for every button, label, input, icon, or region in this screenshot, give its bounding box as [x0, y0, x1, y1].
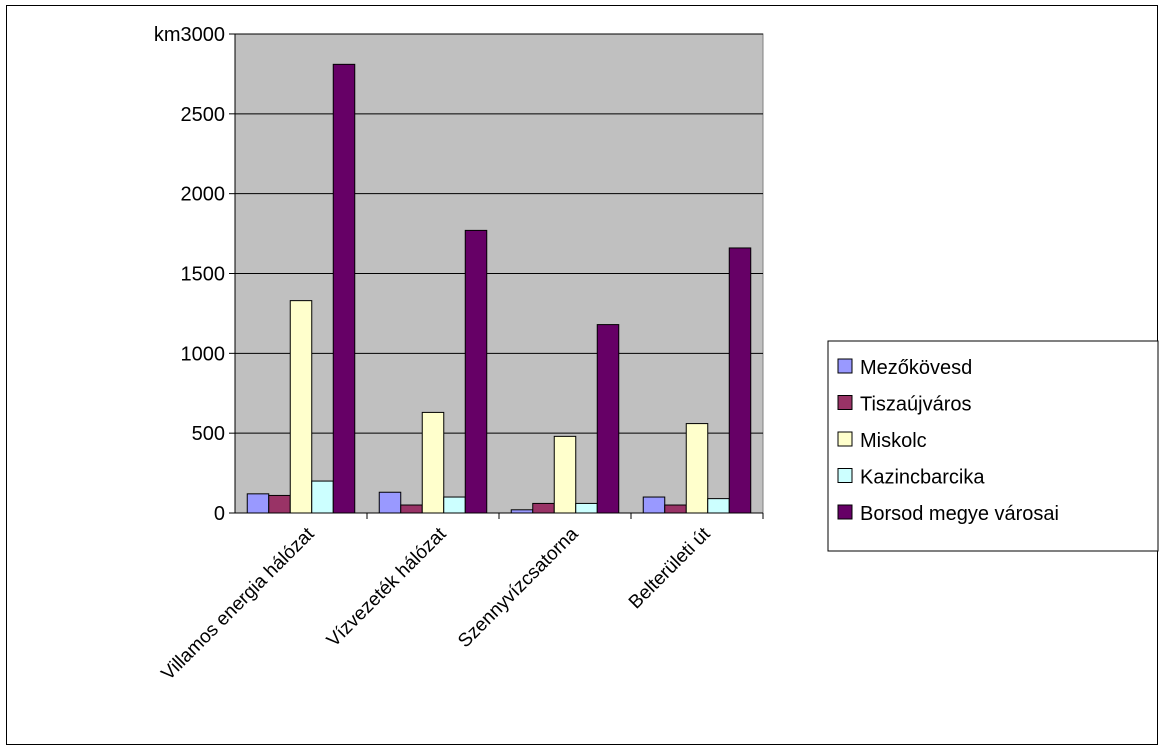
- bar: [246, 493, 270, 514]
- bar: [575, 502, 598, 514]
- bar: [378, 491, 402, 514]
- bar: [642, 496, 666, 514]
- y-tick-label: 500: [192, 423, 225, 445]
- bar: [510, 509, 534, 514]
- x-tick-label: Belterületi út: [625, 523, 715, 613]
- bar: [685, 423, 709, 514]
- legend-swatch: [837, 468, 853, 483]
- bar: [289, 300, 313, 514]
- bar: [268, 494, 291, 514]
- x-tick-label: Villamos energia hálózat: [158, 523, 319, 684]
- y-tick-label: 1500: [181, 264, 226, 286]
- bar: [311, 480, 334, 514]
- y-tick-label: km3000: [154, 24, 225, 46]
- bar: [532, 502, 555, 514]
- bar: [421, 411, 445, 514]
- bar: [728, 247, 752, 514]
- x-tick-label: Vízvezeték hálózat: [323, 523, 451, 651]
- y-tick-label: 1000: [181, 343, 226, 365]
- legend: [827, 340, 1159, 552]
- legend-label: Kazincbarcika: [860, 467, 985, 489]
- bar: [400, 504, 423, 514]
- bar: [553, 435, 577, 514]
- y-tick-label: 2000: [181, 184, 226, 206]
- legend-label: Miskolc: [860, 430, 927, 452]
- bar: [664, 504, 687, 514]
- legend-swatch: [837, 395, 853, 410]
- legend-swatch: [837, 358, 853, 374]
- bar: [464, 229, 488, 514]
- y-tick-label: 2500: [181, 104, 226, 126]
- bar: [443, 496, 466, 514]
- legend-label: Mezőkövesd: [860, 357, 972, 379]
- bar: [707, 498, 730, 514]
- y-tick-label: 0: [214, 503, 225, 525]
- legend-label: Borsod megye városai: [860, 503, 1059, 525]
- bar: [596, 324, 620, 514]
- bar: [332, 63, 356, 514]
- legend-label: Tiszaújváros: [860, 394, 972, 416]
- legend-swatch: [837, 504, 853, 520]
- x-tick-label: Szennyvízcsatorna: [454, 523, 583, 652]
- legend-swatch: [837, 431, 853, 447]
